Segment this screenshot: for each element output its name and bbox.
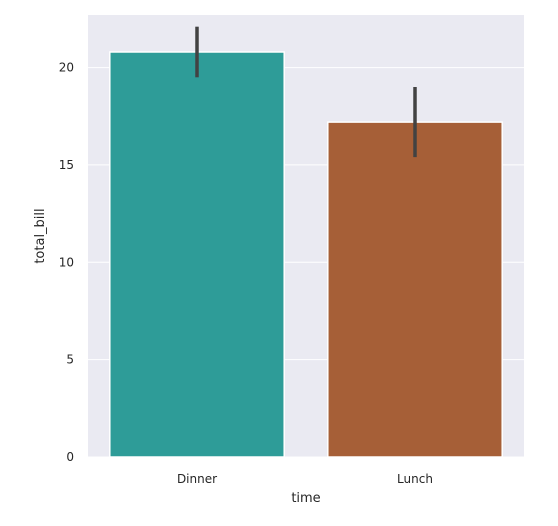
bar-lunch	[328, 122, 502, 457]
x-tick-labels: Dinner Lunch	[177, 472, 433, 486]
y-tick-label: 15	[59, 158, 74, 172]
x-axis-title: time	[291, 491, 320, 506]
bar-dinner	[110, 52, 284, 457]
y-tick-labels: 0 5 10 15 20	[59, 61, 74, 464]
x-tick-label: Lunch	[397, 472, 433, 486]
x-tick-label: Dinner	[177, 472, 217, 486]
y-tick-label: 5	[66, 353, 74, 367]
y-axis-title: total_bill	[33, 208, 48, 263]
y-tick-label: 10	[59, 255, 74, 269]
y-tick-label: 0	[66, 450, 74, 464]
y-tick-label: 20	[59, 61, 74, 75]
